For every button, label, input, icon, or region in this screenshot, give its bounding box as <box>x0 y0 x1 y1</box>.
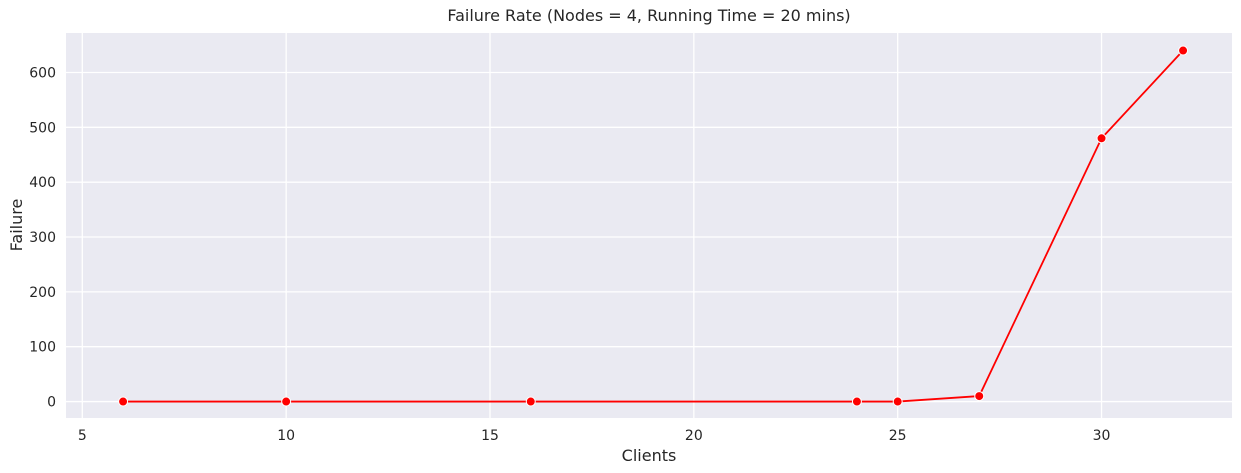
data-point <box>892 396 903 407</box>
data-point <box>281 396 292 407</box>
x-tick-label: 15 <box>481 428 499 444</box>
y-tick-label: 300 <box>29 230 56 246</box>
series-line <box>123 49 1184 403</box>
y-tick-label: 600 <box>29 65 56 81</box>
series-layer <box>118 45 1189 407</box>
y-tick-label: 500 <box>29 120 56 136</box>
x-tick-label: 25 <box>889 428 907 444</box>
y-tick-label: 200 <box>29 285 56 301</box>
chart-title: Failure Rate (Nodes = 4, Running Time = … <box>447 6 850 25</box>
x-tick-label: 20 <box>685 428 703 444</box>
y-axis-label: Failure <box>7 199 26 252</box>
x-tick-label: 30 <box>1093 428 1111 444</box>
y-tick-label: 0 <box>47 395 56 411</box>
x-axis-ticks: 5 10 15 20 25 30 <box>78 428 1111 444</box>
plot-area <box>66 33 1232 418</box>
data-point <box>974 391 985 402</box>
data-point <box>525 396 536 407</box>
data-point <box>1178 45 1189 56</box>
x-tick-label: 5 <box>78 428 87 444</box>
x-tick-label: 10 <box>277 428 295 444</box>
y-tick-label: 100 <box>29 340 56 356</box>
data-point <box>851 396 862 407</box>
data-point <box>1096 133 1107 144</box>
data-point <box>118 396 129 407</box>
x-axis-label: Clients <box>622 446 677 465</box>
y-axis-ticks: 0 100 200 300 400 500 600 <box>29 65 56 410</box>
y-tick-label: 400 <box>29 175 56 191</box>
